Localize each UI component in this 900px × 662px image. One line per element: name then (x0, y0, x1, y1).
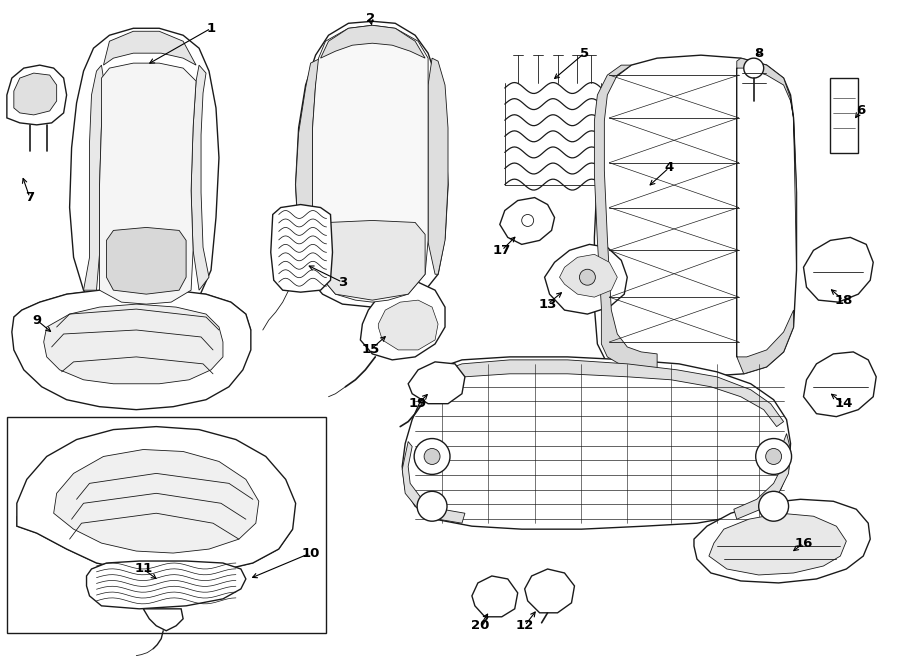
Polygon shape (54, 449, 259, 553)
Polygon shape (831, 78, 859, 153)
Polygon shape (594, 65, 657, 374)
Polygon shape (734, 434, 790, 519)
Circle shape (756, 438, 792, 475)
Text: 17: 17 (492, 244, 511, 257)
Text: 18: 18 (834, 294, 852, 307)
Text: 7: 7 (25, 191, 34, 204)
Polygon shape (500, 197, 554, 244)
Polygon shape (312, 25, 428, 302)
Polygon shape (100, 63, 196, 304)
Text: 14: 14 (834, 397, 852, 410)
Text: 12: 12 (516, 619, 534, 632)
Polygon shape (12, 289, 251, 410)
Polygon shape (14, 289, 251, 362)
Polygon shape (804, 238, 873, 302)
Polygon shape (84, 65, 104, 290)
Polygon shape (360, 282, 445, 360)
Text: 5: 5 (580, 46, 589, 60)
Polygon shape (44, 304, 223, 384)
Circle shape (522, 214, 534, 226)
Polygon shape (104, 31, 196, 65)
Circle shape (424, 448, 440, 465)
Polygon shape (7, 416, 326, 633)
Text: 13: 13 (538, 298, 557, 310)
Polygon shape (428, 58, 448, 274)
Polygon shape (7, 65, 67, 125)
Polygon shape (544, 244, 627, 314)
Polygon shape (86, 561, 246, 609)
Circle shape (417, 491, 447, 521)
Circle shape (766, 448, 781, 465)
Polygon shape (14, 73, 57, 115)
Polygon shape (191, 65, 209, 290)
Text: 15: 15 (361, 344, 380, 356)
Text: 16: 16 (795, 537, 813, 549)
Text: 10: 10 (302, 547, 319, 559)
Polygon shape (402, 442, 465, 523)
Polygon shape (296, 21, 448, 307)
Text: 2: 2 (365, 12, 375, 24)
Circle shape (414, 438, 450, 475)
Polygon shape (472, 576, 518, 617)
Polygon shape (271, 205, 332, 292)
Polygon shape (17, 426, 296, 573)
Circle shape (759, 491, 788, 521)
Polygon shape (17, 516, 292, 573)
Text: 19: 19 (409, 397, 428, 410)
Polygon shape (319, 220, 425, 300)
Polygon shape (594, 55, 796, 377)
Polygon shape (409, 362, 465, 404)
Text: 6: 6 (856, 105, 865, 117)
Text: 11: 11 (134, 563, 152, 575)
Polygon shape (694, 499, 870, 583)
Polygon shape (560, 254, 617, 297)
Text: 4: 4 (664, 161, 674, 174)
Polygon shape (525, 569, 574, 613)
Polygon shape (106, 228, 186, 294)
Text: 9: 9 (32, 314, 41, 326)
Polygon shape (378, 300, 438, 350)
Text: 1: 1 (206, 22, 216, 35)
Polygon shape (320, 25, 425, 58)
Polygon shape (143, 609, 183, 631)
Polygon shape (402, 357, 790, 529)
Text: 20: 20 (471, 619, 489, 632)
Circle shape (580, 269, 596, 285)
Polygon shape (428, 360, 784, 426)
Text: 8: 8 (754, 46, 763, 60)
Polygon shape (804, 352, 877, 416)
Circle shape (743, 58, 764, 78)
Polygon shape (709, 513, 846, 575)
Polygon shape (69, 28, 219, 314)
Polygon shape (737, 58, 796, 374)
Text: 3: 3 (338, 275, 347, 289)
Polygon shape (296, 58, 320, 274)
